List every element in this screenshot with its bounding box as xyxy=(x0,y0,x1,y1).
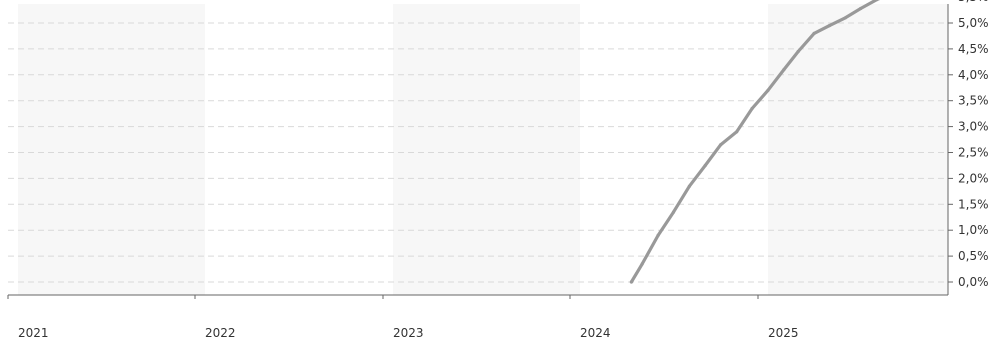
axes xyxy=(8,4,949,296)
series-point-7 xyxy=(735,130,739,134)
series-layer xyxy=(629,0,881,284)
series-point-8 xyxy=(750,106,754,111)
series-point-13 xyxy=(827,24,832,28)
y-tick-label: 3,5% xyxy=(958,94,989,108)
series-point-11 xyxy=(796,49,800,54)
series-point-3 xyxy=(671,210,676,214)
series-point-6 xyxy=(719,143,723,147)
y-tick-label: 2,0% xyxy=(958,171,989,185)
grid-lines xyxy=(8,22,953,283)
year-bands xyxy=(18,4,948,295)
year-band-2025 xyxy=(768,4,948,295)
y-tick-label: 0,5% xyxy=(958,249,989,263)
year-band-2021 xyxy=(18,4,205,295)
y-tick-label: 3,0% xyxy=(958,120,989,134)
series-point-1 xyxy=(640,262,644,266)
series-point-15 xyxy=(859,6,863,11)
y-tick-label: 5,0% xyxy=(958,16,989,30)
x-tick-label: 2021 xyxy=(18,326,49,340)
y-tick-labels: 0,0% 0,5% 1,0% 1,5% 2,0% 2,5% 3,0% 3,5% 4,0% 4,5%… xyxy=(958,0,989,289)
y-tick-label: 4,5% xyxy=(958,42,989,56)
x-tick-labels: 2021 2022 2023 2024 2025 xyxy=(7,295,799,340)
y-tick-label: 4,0% xyxy=(958,68,989,82)
series-point-0 xyxy=(629,280,634,284)
series-point-10 xyxy=(782,68,786,72)
series-point-9 xyxy=(766,88,770,92)
series-point-4 xyxy=(687,184,692,188)
y-tick-label: 2,5% xyxy=(958,146,989,160)
series-point-2 xyxy=(656,233,660,237)
x-tick-label: 2022 xyxy=(205,326,236,340)
series-point-14 xyxy=(843,16,848,20)
y-tick-label: 0,0% xyxy=(958,275,989,289)
x-tick-label: 2025 xyxy=(768,326,799,340)
y-tick-label: 5,5% xyxy=(958,0,989,4)
series-point-16 xyxy=(875,0,879,2)
year-band-2023 xyxy=(393,4,580,295)
series-point-5 xyxy=(703,163,707,167)
x-tick-label: 2023 xyxy=(393,326,424,340)
y-tick-label: 1,0% xyxy=(958,223,989,237)
y-tick-label: 1,5% xyxy=(958,197,989,211)
series-point-12 xyxy=(812,31,816,35)
x-tick-label: 2024 xyxy=(580,326,611,340)
